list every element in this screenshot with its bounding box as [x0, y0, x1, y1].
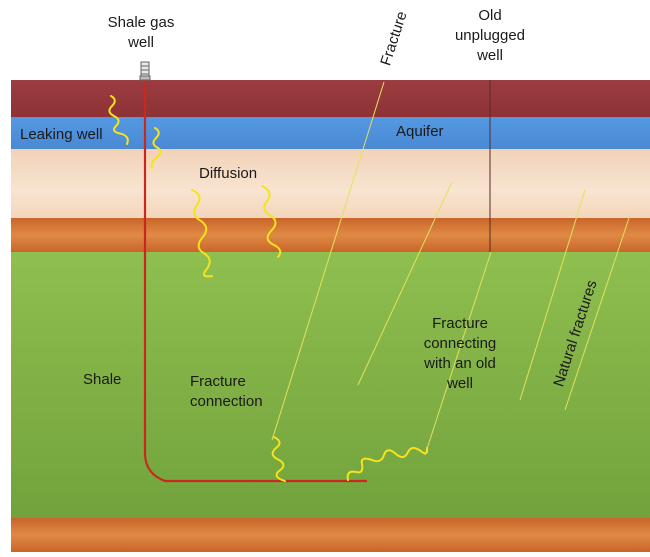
aquifer-label: Aquifer [396, 123, 444, 140]
old-well-label-line2: unplugged [454, 27, 526, 44]
gas-migration-squiggles [108, 95, 429, 482]
old-unplugged-well-label: Old unplugged well [440, 6, 540, 66]
diffusion-label: Diffusion [199, 165, 258, 182]
fracture-connection-label: Fracture connection [190, 372, 263, 412]
old-well-connection-squiggle [346, 447, 429, 481]
fracture-old-well-line2: connecting [423, 335, 497, 352]
fracture-lines [271, 81, 631, 456]
sand-layer [11, 149, 650, 218]
wellhead-icon [139, 61, 151, 81]
fracture-old-well-line3: with an old [424, 355, 496, 372]
main-fracture [271, 81, 385, 441]
shale-gas-well-label-line1: Shale gas [107, 14, 175, 31]
leaking-squiggle-1 [108, 95, 129, 145]
old-well-label-line1: Old [478, 7, 502, 24]
fracture-connection-line1: Fracture [190, 373, 246, 390]
diffusion-squiggle-2 [261, 185, 282, 258]
top-layer [11, 80, 650, 117]
diffusion-squiggle-1 [191, 189, 213, 278]
fracture-left-short [357, 181, 453, 386]
fracture-old-well-label: Fracture connecting with an old well [400, 314, 520, 394]
shale-label: Shale [83, 371, 122, 388]
aquifer-layer [11, 117, 650, 149]
bottom-orange-layer [11, 518, 650, 552]
fracture-connection-squiggle [271, 436, 286, 482]
fracture-old-well-line4: well [447, 375, 473, 392]
orange-band [11, 218, 650, 252]
fracture-old-well-line1: Fracture [432, 315, 488, 332]
shale-gas-well [143, 80, 367, 483]
shale-gas-well-label: Shale gas well [96, 13, 186, 53]
leaking-well-label: Leaking well [20, 126, 103, 143]
shale-layer [11, 252, 650, 518]
fracture-old-well [424, 251, 492, 456]
fracture-connection-line2: connection [190, 393, 263, 410]
shale-gas-well-label-line2: well [128, 34, 154, 51]
natural-fracture-1 [519, 189, 586, 401]
natural-fracture-2 [564, 214, 631, 411]
leaking-squiggle-2 [150, 127, 162, 169]
old-well-label-line3: well [477, 47, 503, 64]
